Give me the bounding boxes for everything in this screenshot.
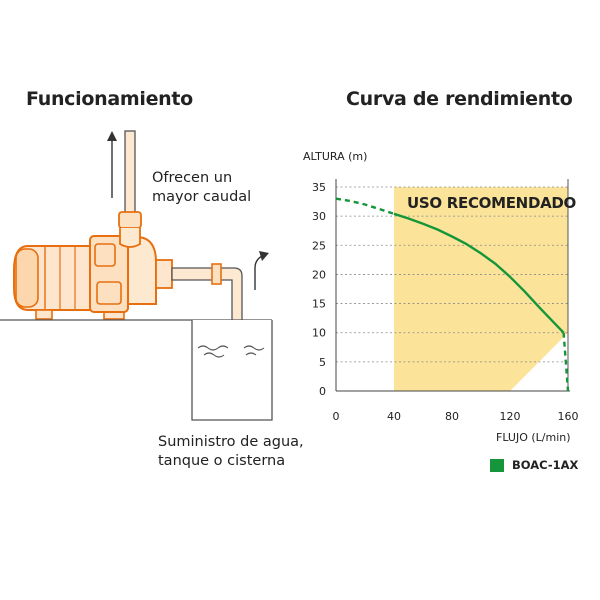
series-dashed-start (335, 197, 395, 215)
y-tick-label: 10 (312, 327, 326, 340)
supply-caption-line-1: Suministro de agua, (158, 434, 304, 450)
y-tick-label: 20 (312, 268, 326, 281)
performance-curve-title: Curva de rendimiento (346, 88, 573, 110)
pump-body (13, 228, 173, 320)
suction-flow-arrow-icon (254, 251, 269, 290)
recommended-zone (394, 187, 568, 391)
y-tick-label: 35 (312, 181, 326, 194)
y-tick-label: 15 (312, 298, 326, 311)
y-tick-label: 5 (319, 356, 326, 369)
x-tick-label: 40 (387, 410, 401, 423)
outlet-caption: Ofrecen un mayor caudal (152, 169, 251, 207)
water-tank (191, 320, 273, 421)
discharge-pipe (118, 130, 142, 229)
chart-legend: BOAC-1AX (490, 458, 578, 472)
outlet-caption-line-2: mayor caudal (152, 189, 252, 205)
performance-chart: 0 5 10 15 20 25 30 35 0 40 80 120 160 (312, 179, 579, 423)
x-tick-label: 120 (500, 410, 521, 423)
y-tick-label: 30 (312, 210, 326, 223)
legend-swatch (490, 458, 504, 472)
outlet-flow-arrow-icon (107, 131, 117, 198)
x-tick-label: 80 (445, 410, 459, 423)
supply-caption: Suministro de agua, tanque o cisterna (158, 433, 304, 471)
supply-caption-line-2: tanque o cisterna (158, 453, 286, 469)
y-tick-label: 0 (319, 385, 326, 398)
x-tick-label: 0 (333, 410, 340, 423)
pump-diagram (0, 130, 273, 421)
legend-label: BOAC-1AX (512, 458, 579, 472)
functioning-title: Funcionamiento (26, 88, 193, 110)
x-axis-label: FLUJO (L/min) (496, 431, 571, 444)
series-solid-line (393, 212, 565, 334)
y-axis-label: ALTURA (m) (303, 150, 368, 163)
x-tick-label: 160 (558, 410, 579, 423)
recommended-zone-label: USO RECOMENDADO (407, 194, 577, 212)
outlet-caption-line-1: Ofrecen un (152, 170, 233, 186)
y-tick-label: 25 (312, 239, 326, 252)
series-dashed-end (562, 332, 570, 392)
